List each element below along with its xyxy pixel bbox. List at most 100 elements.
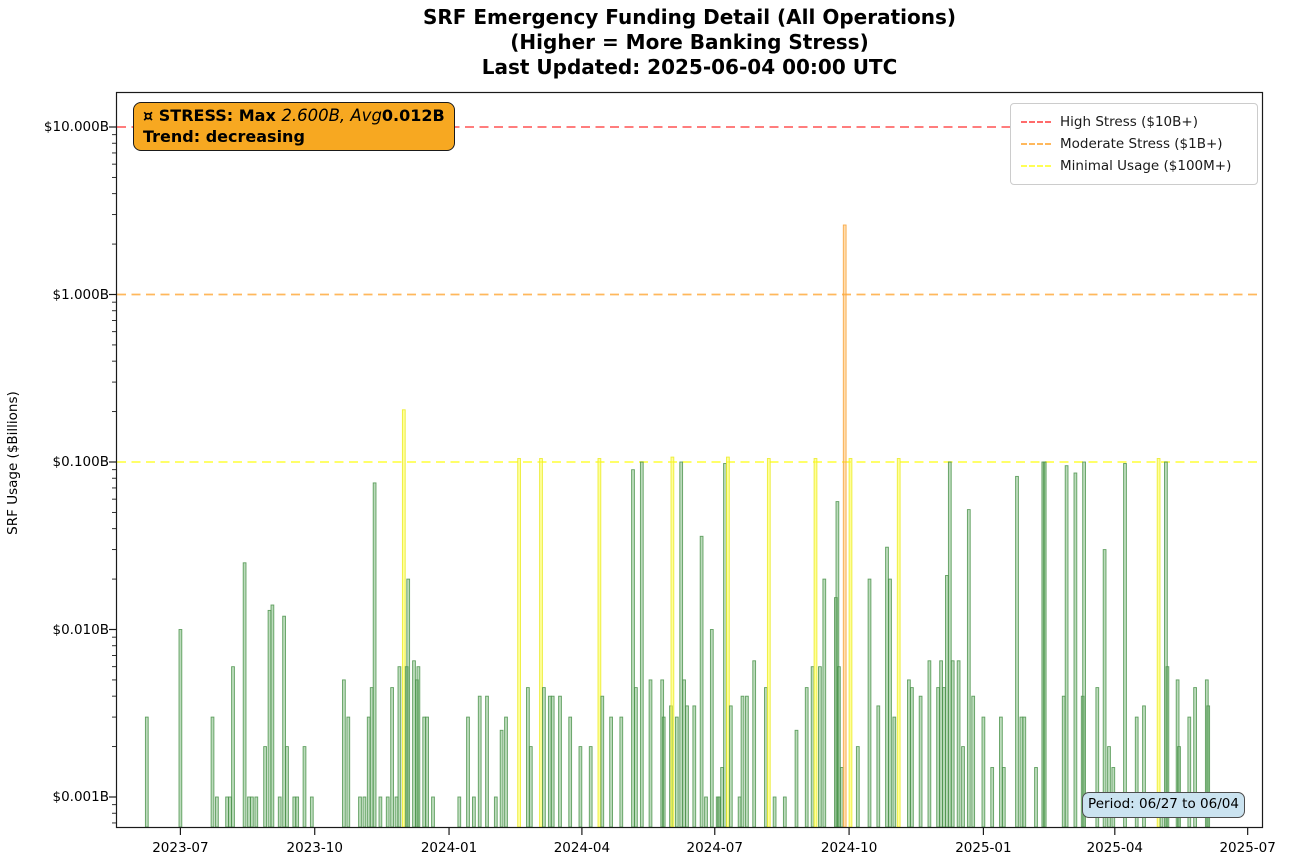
bar — [1061, 695, 1066, 828]
legend-row-moderate-stress: Moderate Stress ($1B+) — [1021, 133, 1247, 155]
bar — [485, 695, 489, 828]
bar — [1064, 465, 1069, 828]
bar — [936, 687, 940, 828]
bar — [406, 578, 411, 828]
bar — [990, 767, 995, 828]
legend: High Stress ($10B+) Moderate Stress ($1B… — [1010, 103, 1258, 185]
bar — [822, 578, 827, 828]
x-tick-label: 2025-07 — [1219, 840, 1276, 856]
y-axis-label: SRF Usage ($Billions) — [5, 391, 21, 535]
stress-math-segment: 2.600B, Avg — [281, 106, 382, 125]
bar — [263, 746, 267, 828]
bar — [285, 746, 289, 828]
bar — [981, 716, 986, 828]
chart-title: SRF Emergency Funding Detail (All Operat… — [116, 5, 1263, 80]
bar — [745, 695, 749, 828]
bar — [728, 705, 733, 828]
bar — [1019, 716, 1024, 828]
legend-label-high-stress: High Stress ($10B+) — [1060, 114, 1198, 130]
bar — [517, 458, 521, 828]
legend-row-minimal-usage: Minimal Usage ($100M+) — [1021, 155, 1247, 177]
bar — [144, 716, 149, 828]
bar — [528, 746, 533, 828]
bar — [225, 796, 229, 828]
x-tick-label: 2023-07 — [152, 840, 209, 856]
bar — [1102, 549, 1107, 828]
bar — [661, 716, 666, 828]
bar — [412, 660, 416, 828]
bar — [493, 796, 498, 828]
bar — [950, 660, 955, 828]
minimal-usage-dash-icon — [1021, 165, 1051, 167]
legend-label-minimal-usage: Minimal Usage ($100M+) — [1060, 158, 1232, 174]
bar — [394, 796, 399, 828]
bar — [956, 660, 961, 828]
bar — [422, 716, 427, 828]
chart-title-line2: (Higher = More Banking Stress) — [510, 30, 869, 54]
bar — [431, 796, 435, 828]
x-tick-label: 2024-01 — [420, 840, 478, 856]
bar — [1034, 767, 1038, 828]
bar — [250, 796, 254, 828]
bar — [210, 716, 215, 828]
bar — [1015, 475, 1019, 828]
bar — [588, 746, 593, 828]
bar — [550, 695, 555, 828]
bar — [939, 660, 943, 828]
bar — [378, 796, 383, 828]
bar — [818, 666, 822, 828]
bar — [457, 796, 462, 828]
bar — [609, 716, 613, 828]
bar — [1022, 716, 1027, 828]
stress-suffix: 0.012B — [381, 106, 445, 125]
bar — [267, 609, 272, 828]
bar — [228, 796, 232, 828]
stress-prefix: ¤ STRESS: Max — [143, 106, 282, 125]
bar — [918, 695, 923, 828]
bar — [648, 679, 653, 828]
bar — [362, 796, 367, 828]
bar — [366, 716, 371, 828]
legend-label-moderate-stress: Moderate Stress ($1B+) — [1060, 136, 1223, 152]
moderate-stress-dash-icon — [1021, 143, 1051, 145]
bar — [401, 409, 406, 828]
x-tick-label: 2024-10 — [820, 840, 878, 856]
bar — [709, 629, 714, 828]
y-tick-label: $0.010B — [52, 621, 110, 638]
bar — [597, 458, 602, 828]
bar — [295, 796, 300, 828]
bar — [372, 482, 377, 828]
bar — [726, 456, 730, 828]
bar — [740, 695, 745, 828]
bar — [539, 458, 543, 828]
x-tick-label: 2024-04 — [553, 840, 611, 856]
bar — [472, 796, 476, 828]
bar — [766, 458, 771, 828]
bar — [558, 695, 562, 828]
bar — [639, 461, 644, 828]
bar — [342, 679, 346, 828]
x-tick-label: 2023-10 — [286, 840, 343, 856]
bar — [231, 666, 235, 828]
bar — [369, 687, 374, 828]
bar — [526, 687, 530, 828]
y-tick-label: $0.001B — [52, 789, 110, 805]
y-tick-label: $0.100B — [52, 454, 110, 470]
bar — [670, 456, 675, 828]
bar — [704, 796, 708, 828]
bar — [692, 705, 697, 828]
bar — [282, 615, 286, 828]
bar — [499, 729, 504, 828]
bar — [876, 705, 881, 828]
bar — [247, 796, 251, 828]
bar — [477, 695, 482, 828]
y-tick-label: $1.000B — [52, 286, 110, 303]
bar — [416, 666, 421, 828]
bar — [619, 716, 624, 828]
bar — [999, 716, 1003, 828]
bar — [674, 716, 679, 828]
bar — [178, 629, 183, 828]
bar — [397, 666, 402, 828]
bar — [568, 716, 573, 828]
